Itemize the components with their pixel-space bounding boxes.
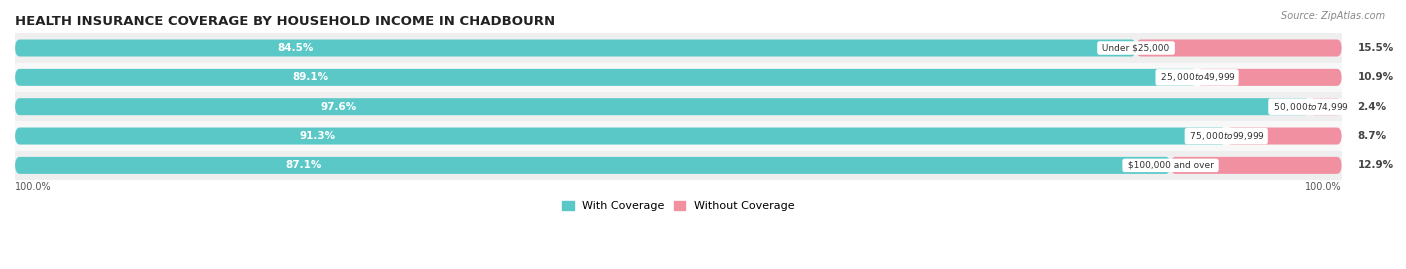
Text: 84.5%: 84.5% bbox=[277, 43, 314, 53]
Bar bbox=[15, 33, 1341, 63]
Text: 15.5%: 15.5% bbox=[1358, 43, 1393, 53]
Text: $25,000 to $49,999: $25,000 to $49,999 bbox=[1157, 71, 1236, 83]
FancyBboxPatch shape bbox=[15, 69, 1197, 86]
Text: 89.1%: 89.1% bbox=[292, 72, 329, 82]
Text: $75,000 to $99,999: $75,000 to $99,999 bbox=[1187, 130, 1265, 142]
Bar bbox=[15, 121, 1341, 151]
Text: 87.1%: 87.1% bbox=[285, 160, 322, 170]
Text: 8.7%: 8.7% bbox=[1358, 131, 1386, 141]
Text: $50,000 to $74,999: $50,000 to $74,999 bbox=[1271, 101, 1350, 113]
Text: 91.3%: 91.3% bbox=[299, 131, 336, 141]
Text: 12.9%: 12.9% bbox=[1358, 160, 1393, 170]
Text: Source: ZipAtlas.com: Source: ZipAtlas.com bbox=[1281, 11, 1385, 21]
FancyBboxPatch shape bbox=[1171, 157, 1341, 174]
Bar bbox=[15, 92, 1341, 121]
Text: 100.0%: 100.0% bbox=[15, 182, 52, 192]
Text: 100.0%: 100.0% bbox=[1305, 182, 1341, 192]
FancyBboxPatch shape bbox=[15, 128, 1226, 144]
Legend: With Coverage, Without Coverage: With Coverage, Without Coverage bbox=[558, 196, 799, 215]
Text: 97.6%: 97.6% bbox=[321, 102, 357, 112]
FancyBboxPatch shape bbox=[1310, 98, 1341, 115]
Text: Under $25,000: Under $25,000 bbox=[1099, 44, 1173, 52]
FancyBboxPatch shape bbox=[1226, 128, 1341, 144]
Text: 2.4%: 2.4% bbox=[1358, 102, 1386, 112]
FancyBboxPatch shape bbox=[15, 157, 1171, 174]
Text: 10.9%: 10.9% bbox=[1358, 72, 1393, 82]
FancyBboxPatch shape bbox=[1136, 40, 1341, 56]
FancyBboxPatch shape bbox=[15, 98, 1310, 115]
Text: HEALTH INSURANCE COVERAGE BY HOUSEHOLD INCOME IN CHADBOURN: HEALTH INSURANCE COVERAGE BY HOUSEHOLD I… bbox=[15, 15, 555, 28]
FancyBboxPatch shape bbox=[1197, 69, 1341, 86]
Bar bbox=[15, 151, 1341, 180]
FancyBboxPatch shape bbox=[15, 40, 1136, 56]
Bar bbox=[15, 63, 1341, 92]
Text: $100,000 and over: $100,000 and over bbox=[1125, 161, 1216, 170]
